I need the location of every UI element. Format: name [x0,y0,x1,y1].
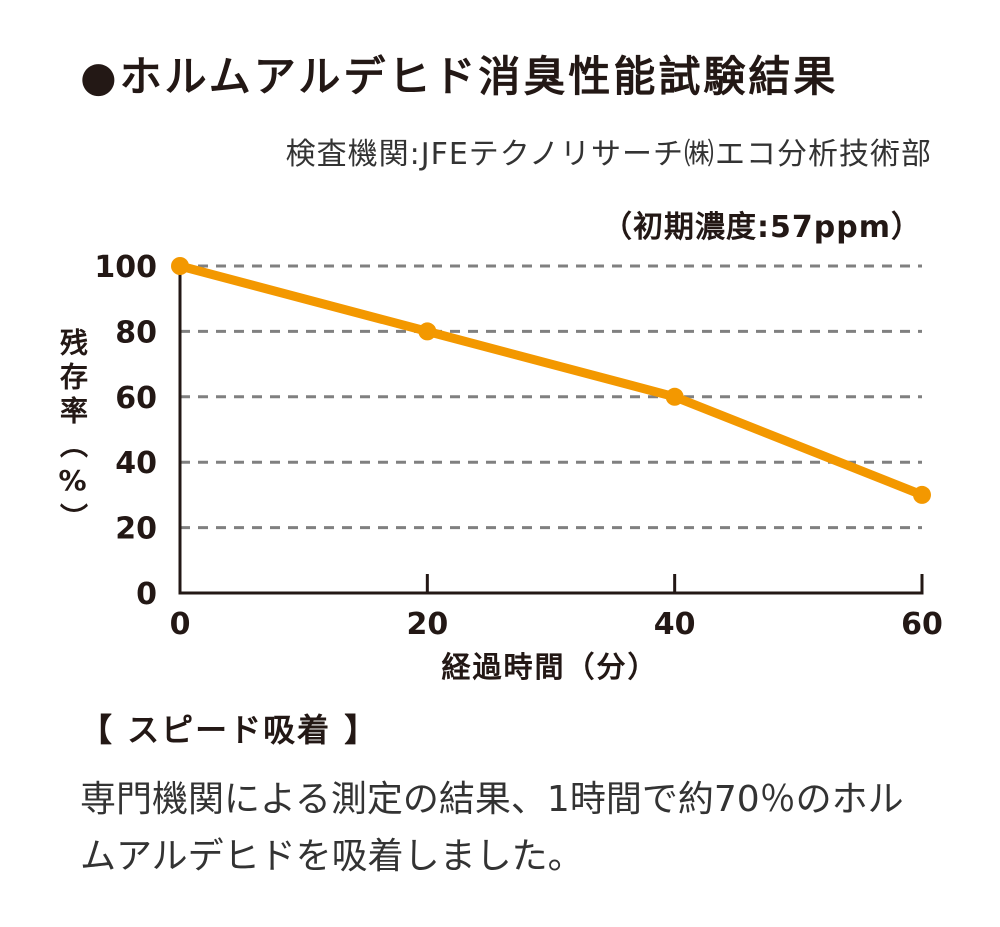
y-tick-label: 0 [136,577,157,612]
body-text-line: ムアルデヒドを吸着しました。 [80,836,584,877]
x-tick-label: 60 [901,607,943,642]
y-tick-label: 60 [115,381,157,416]
x-axis-label: 経過時間（分） [441,650,659,684]
y-tick-label: 20 [115,512,157,547]
series-line [175,261,927,500]
line-chart: 0 20 40 60 0 20 40 60 80 100 [94,250,943,642]
chart-subtitle: （初期濃度:57ppm） [602,210,922,245]
y-tick-label: 100 [94,250,157,285]
y-tick-label: 80 [115,315,157,350]
section-heading: 【 スピード吸着 】 [80,711,379,749]
y-tick-label: 40 [115,446,157,481]
y-axis-label: 残存率（%） [56,328,89,537]
data-point [913,485,931,504]
data-point [665,387,684,406]
x-tick-label: 40 [654,607,696,642]
chart-title: ●ホルムアルデヒド消臭性能試験結果 [80,52,839,101]
data-point [171,257,189,275]
test-source: 検査機関:JFEテクノリサーチ㈱エコ分析技術部 [285,137,932,172]
data-point [418,322,437,341]
body-text-line: 専門機関による測定の結果、1時間で約70％のホル [80,779,904,820]
x-tick-label: 20 [406,607,448,642]
x-tick-label: 0 [170,607,191,642]
